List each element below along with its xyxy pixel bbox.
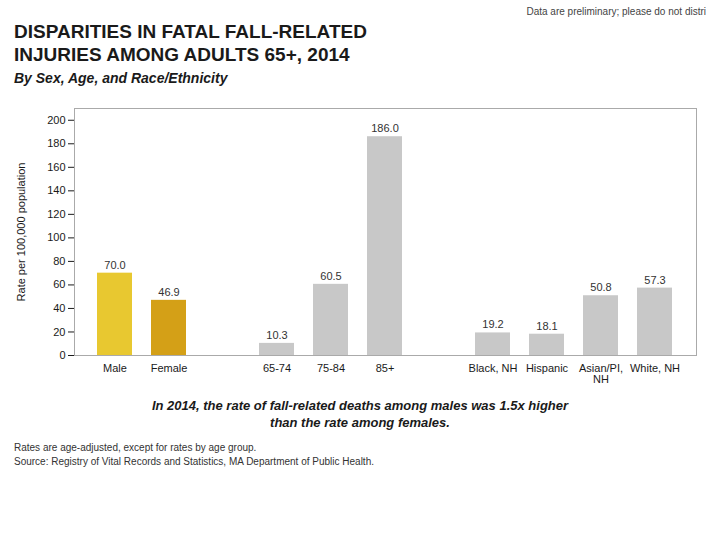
svg-text:46.9: 46.9 [158,286,179,298]
svg-text:19.2: 19.2 [482,318,503,330]
svg-text:85+: 85+ [376,362,395,374]
svg-text:White, NH: White, NH [630,362,680,374]
svg-text:Female: Female [151,362,188,374]
svg-text:65-74: 65-74 [263,362,291,374]
html-text:In 2014, the rate of fall-rela: In 2014, the rate of fall-related deaths… [151,398,569,413]
svg-text:10.3: 10.3 [266,329,287,341]
html-text:than the rate among females.: than the rate among females. [270,415,450,430]
svg-text:75-84: 75-84 [317,362,345,374]
svg-text:100: 100 [47,231,65,243]
html-text:Data are preliminary; please d: Data are preliminary; please do not dist… [526,6,706,17]
svg-text:186.0: 186.0 [371,122,399,134]
svg-text:Asian/PI,NH: Asian/PI,NH [579,362,623,385]
svg-text:0: 0 [59,349,65,361]
svg-text:180: 180 [47,137,65,149]
svg-text:120: 120 [47,208,65,220]
html-text:By Sex, Age, and Race/Ethnicit: By Sex, Age, and Race/Ethnicity [14,70,228,86]
html-text:Source: Registry of Vital Reco: Source: Registry of Vital Records and St… [14,456,374,467]
svg-text:18.1: 18.1 [536,320,557,332]
svg-text:80: 80 [53,255,65,267]
svg-text:20: 20 [53,325,65,337]
svg-text:60: 60 [53,278,65,290]
svg-text:50.8: 50.8 [590,281,611,293]
html-text:DISPARITIES IN FATAL FALL-RELA: DISPARITIES IN FATAL FALL-RELATED INJURI… [14,21,367,65]
svg-text:57.3: 57.3 [644,274,665,286]
svg-text:160: 160 [47,161,65,173]
svg-text:Hispanic: Hispanic [526,362,569,374]
svg-text:40: 40 [53,302,65,314]
svg-text:200: 200 [47,114,65,126]
svg-text:Black, NH: Black, NH [469,362,518,374]
svg-text:Male: Male [103,362,127,374]
svg-text:Rate per 100,000 population: Rate per 100,000 population [15,163,27,302]
svg-text:140: 140 [47,184,65,196]
svg-text:60.5: 60.5 [320,270,341,282]
html-text:Rates are age-adjusted, except: Rates are age-adjusted, except for rates… [14,442,257,453]
svg-text:70.0: 70.0 [104,259,125,271]
